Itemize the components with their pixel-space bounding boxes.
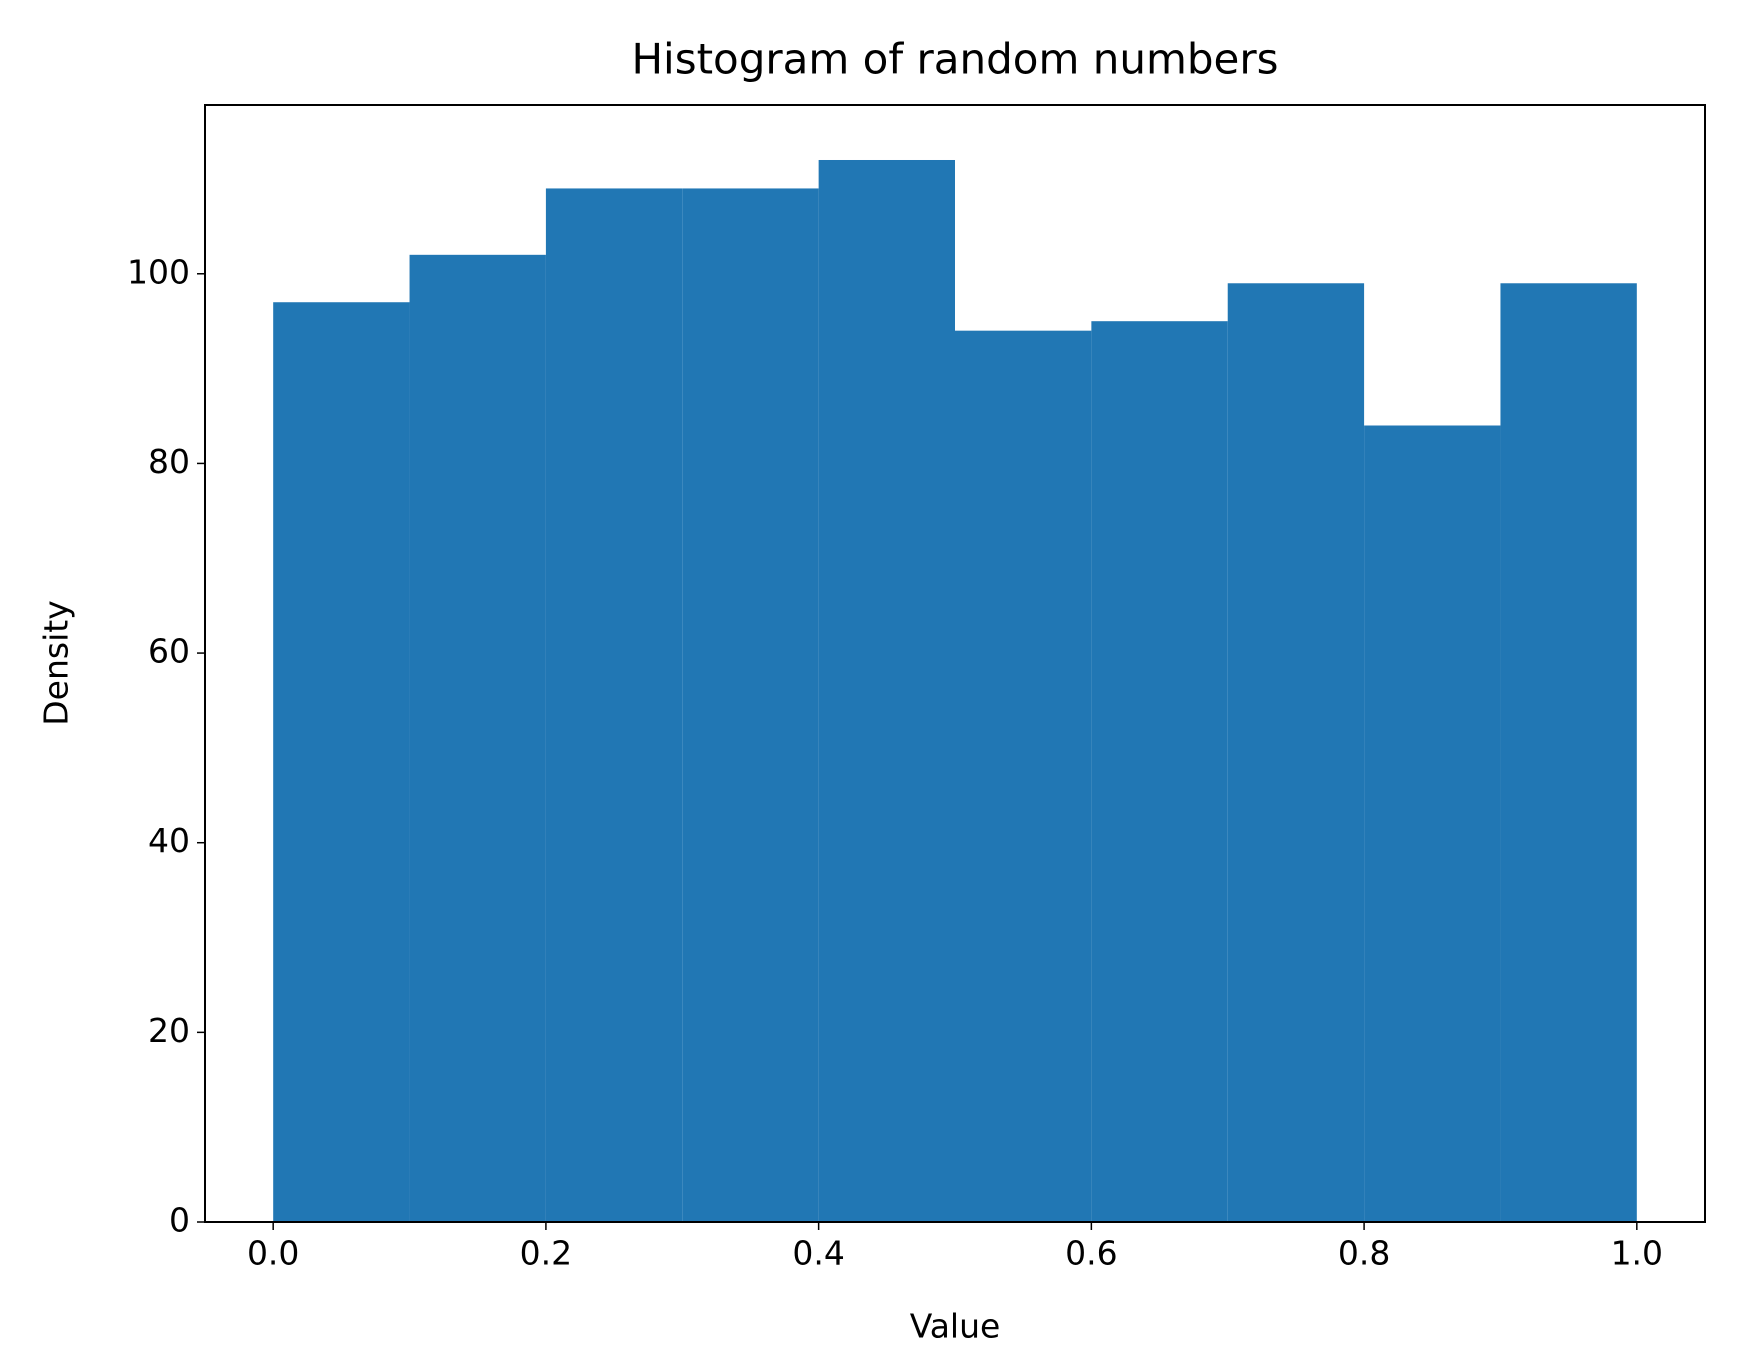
y-axis-label: Density — [37, 600, 76, 725]
x-tick-label: 0.2 — [520, 1234, 572, 1273]
bar — [955, 330, 1092, 1222]
bar — [818, 159, 955, 1223]
bar — [1364, 425, 1501, 1223]
bar — [273, 302, 410, 1222]
x-tick-label: 0.0 — [247, 1234, 299, 1273]
y-tick-label: 80 — [148, 442, 190, 481]
x-tick-label: 0.4 — [792, 1234, 844, 1273]
x-axis-label: Value — [910, 1307, 1001, 1346]
x-tick-label: 0.8 — [1338, 1234, 1390, 1273]
bar — [1500, 283, 1637, 1222]
bar — [1091, 321, 1228, 1222]
y-tick-label: 60 — [148, 632, 190, 671]
bar — [1227, 283, 1365, 1222]
y-tick-label: 0 — [169, 1201, 190, 1240]
y-tick-label: 20 — [148, 1011, 190, 1050]
bar — [545, 188, 683, 1223]
x-tick-label: 0.6 — [1065, 1234, 1117, 1273]
y-tick-label: 100 — [127, 252, 190, 291]
bar — [409, 254, 546, 1222]
y-tick-label: 40 — [148, 821, 190, 860]
x-tick-label: 1.0 — [1611, 1234, 1663, 1273]
bar — [682, 188, 819, 1223]
axes-frame — [204, 104, 1706, 1223]
chart-title: Histogram of random numbers — [631, 35, 1278, 84]
